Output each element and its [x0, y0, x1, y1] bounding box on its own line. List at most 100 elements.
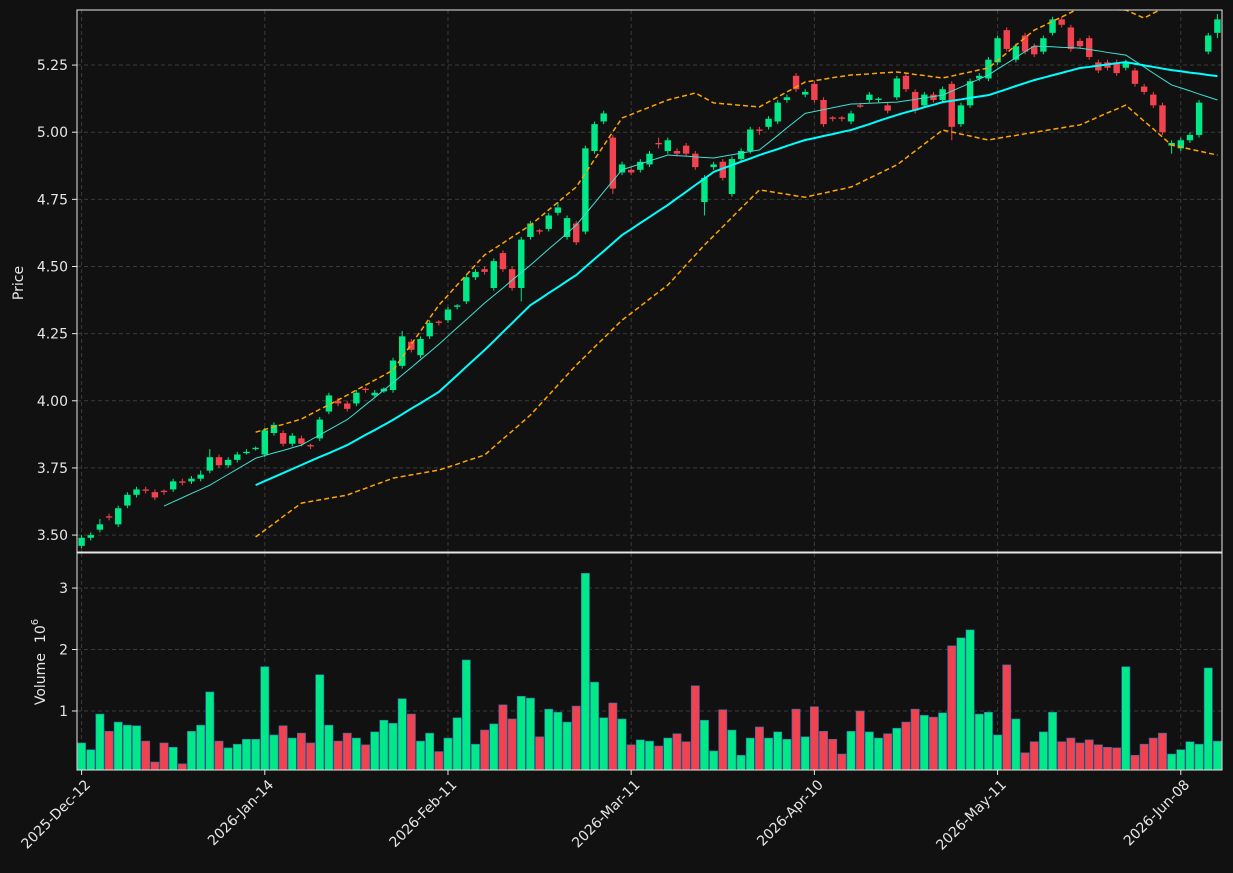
volume-bar [333, 740, 343, 770]
moving-average-line [255, 61, 1218, 487]
candle-body [664, 140, 672, 152]
volume-bar [910, 708, 920, 770]
candle-body [930, 94, 937, 100]
volume-bar [846, 730, 856, 770]
volume-bar [1066, 737, 1076, 770]
candle-body [1085, 38, 1093, 58]
volume-bar [507, 718, 517, 770]
candle-body [728, 159, 736, 194]
volume-bar [187, 730, 196, 770]
candle-body [435, 321, 443, 323]
volume-bar [242, 738, 251, 770]
candle-body [682, 145, 690, 154]
candle-body [1058, 19, 1065, 25]
candle-body [591, 124, 598, 152]
volume-bar [425, 732, 435, 770]
volume-bar [498, 704, 508, 770]
volume-bar [471, 743, 480, 770]
volume-bar [571, 705, 581, 770]
candle-body [206, 457, 214, 471]
volume-bar [773, 731, 783, 770]
y-tick-label: 4.00 [37, 394, 68, 410]
y-tick-label: 4.50 [37, 259, 68, 275]
volume-bar [351, 737, 361, 770]
candle-body [179, 481, 186, 483]
candle-body [1003, 30, 1010, 49]
candle-body [472, 271, 479, 278]
volume-bar [791, 708, 801, 770]
volume-bar [654, 745, 664, 770]
y-tick-label: 5.00 [37, 125, 68, 141]
volume-bar [745, 737, 755, 770]
volume-bar [608, 702, 618, 770]
candle-body [188, 478, 195, 482]
candle-body [710, 164, 717, 168]
candle-body [508, 269, 516, 288]
candle-body [1049, 19, 1056, 33]
candle-body [1159, 105, 1166, 133]
candle-body [618, 164, 626, 173]
candle-body [344, 403, 351, 409]
volume-bar [782, 738, 792, 770]
volume-bar [1112, 747, 1122, 770]
volume-bar [342, 732, 352, 770]
candle-body [902, 75, 910, 90]
volume-bar [956, 637, 966, 770]
y-tick-label: 1 [59, 704, 68, 720]
volume-bar [645, 740, 654, 770]
volume-bar [700, 719, 709, 770]
band-line [255, 10, 1162, 433]
candle-body [115, 508, 122, 525]
volume-bar [168, 746, 178, 770]
volume-bar [1212, 740, 1222, 770]
volume-bar [1121, 666, 1131, 770]
volume-bar [1158, 732, 1167, 770]
y-tick-label: 3.75 [37, 461, 68, 477]
volume-bar [938, 712, 948, 770]
band-line [255, 104, 1218, 538]
candle-body [1177, 140, 1184, 149]
volume-bar [1130, 754, 1140, 770]
volume-bar [709, 750, 719, 770]
candle-body [124, 494, 131, 506]
volume-bar [287, 737, 297, 770]
candle-body [298, 438, 305, 444]
volume-bar [361, 744, 370, 770]
candle-body [893, 78, 901, 98]
volume-bar [1093, 744, 1103, 770]
volume-bar [672, 733, 682, 770]
candle-body [1031, 46, 1038, 55]
y-tick-label: 5.25 [37, 58, 68, 74]
candle-body [353, 392, 360, 404]
candle-body [490, 261, 497, 288]
candle-body [362, 388, 369, 391]
candle-body [1067, 27, 1075, 49]
volume-bar [150, 761, 160, 770]
candle-body [719, 161, 726, 178]
candle-body [215, 457, 223, 466]
volume-bar [929, 716, 938, 770]
candle-body [234, 454, 241, 460]
candle-body [453, 305, 461, 307]
volume-bar [718, 709, 728, 770]
volume-bar [544, 708, 554, 770]
volume-bar [626, 744, 636, 770]
volume-bar [113, 721, 123, 770]
candle-body [847, 113, 855, 122]
candle-body [1040, 38, 1047, 52]
candle-body [957, 105, 965, 125]
volume-bar [77, 742, 87, 770]
volume-bar [1002, 664, 1012, 770]
volume-bar [388, 722, 398, 770]
y-tick-label: 4.75 [37, 192, 68, 208]
volume-bar [809, 706, 819, 770]
candle-body [563, 218, 571, 237]
volume-bar [800, 736, 810, 770]
volume-scale-base: 10 [33, 625, 49, 643]
volume-bar [461, 659, 471, 770]
candle-body [884, 105, 891, 111]
volume-bar [983, 711, 993, 770]
volume-bar [883, 733, 893, 770]
volume-bar [370, 731, 380, 770]
volume-bar [489, 723, 499, 770]
